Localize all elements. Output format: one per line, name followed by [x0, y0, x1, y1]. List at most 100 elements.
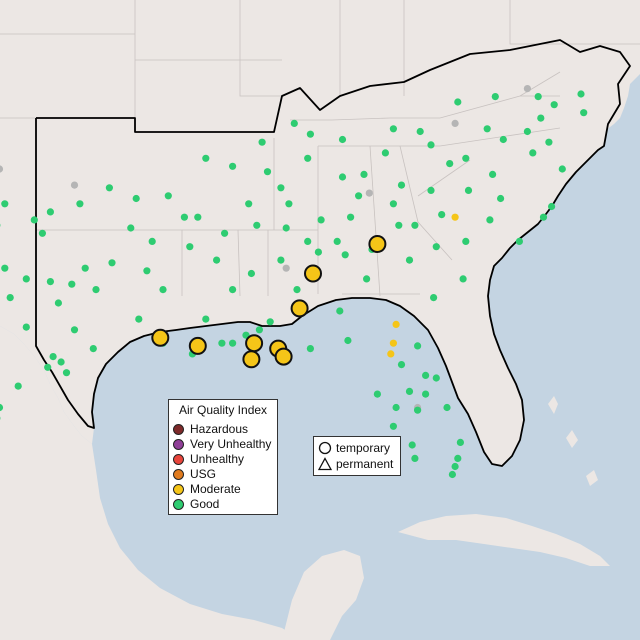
good-station-marker[interactable]: [293, 286, 301, 294]
good-station-marker[interactable]: [438, 211, 446, 219]
good-station-marker[interactable]: [180, 213, 188, 221]
good-station-marker[interactable]: [70, 326, 79, 334]
good-station-marker[interactable]: [336, 307, 344, 315]
good-station-marker[interactable]: [427, 141, 435, 149]
good-station-marker[interactable]: [338, 135, 347, 144]
good-station-marker[interactable]: [548, 202, 556, 211]
no-data-station-marker[interactable]: [282, 264, 290, 272]
good-station-marker[interactable]: [550, 101, 558, 109]
good-station-marker[interactable]: [306, 345, 314, 353]
good-station-marker[interactable]: [537, 114, 545, 122]
good-station-marker[interactable]: [539, 213, 548, 221]
good-station-marker[interactable]: [127, 224, 135, 232]
good-station-marker[interactable]: [491, 93, 499, 101]
good-station-marker[interactable]: [459, 275, 467, 283]
good-station-marker[interactable]: [213, 256, 221, 264]
good-station-marker[interactable]: [68, 280, 76, 288]
good-station-marker[interactable]: [523, 127, 532, 136]
good-station-marker[interactable]: [194, 213, 202, 221]
good-station-marker[interactable]: [443, 403, 451, 412]
good-station-marker[interactable]: [397, 181, 406, 189]
good-station-marker[interactable]: [229, 162, 237, 170]
good-station-marker[interactable]: [317, 216, 325, 224]
good-station-marker[interactable]: [44, 363, 52, 371]
good-station-marker[interactable]: [57, 358, 65, 366]
good-station-marker[interactable]: [221, 229, 229, 237]
good-station-marker[interactable]: [108, 259, 116, 267]
good-station-marker[interactable]: [92, 286, 100, 294]
good-station-marker[interactable]: [355, 192, 363, 200]
good-station-marker[interactable]: [22, 275, 30, 283]
good-station-marker[interactable]: [381, 149, 389, 157]
good-station-marker[interactable]: [414, 406, 422, 414]
moderate-station-marker[interactable]: [389, 339, 397, 347]
good-station-marker[interactable]: [392, 403, 400, 412]
good-station-marker[interactable]: [395, 221, 403, 229]
good-station-marker[interactable]: [397, 361, 406, 369]
good-station-marker[interactable]: [422, 390, 430, 398]
good-station-marker[interactable]: [344, 336, 352, 345]
good-station-marker[interactable]: [580, 109, 588, 117]
good-station-marker[interactable]: [534, 93, 542, 101]
good-station-marker[interactable]: [1, 264, 9, 272]
good-station-marker[interactable]: [389, 125, 397, 133]
no-data-station-marker[interactable]: [70, 181, 79, 189]
good-station-marker[interactable]: [389, 422, 397, 430]
good-station-marker[interactable]: [405, 256, 414, 264]
good-station-marker[interactable]: [148, 237, 156, 245]
good-station-marker[interactable]: [62, 369, 71, 377]
good-station-marker[interactable]: [159, 286, 167, 294]
no-data-station-marker[interactable]: [365, 189, 373, 197]
good-station-marker[interactable]: [408, 441, 416, 449]
good-station-marker[interactable]: [285, 200, 293, 208]
good-station-marker[interactable]: [304, 237, 312, 245]
good-station-marker[interactable]: [218, 339, 226, 347]
good-station-marker[interactable]: [489, 170, 497, 178]
moderate-temporary-station-marker[interactable]: [245, 334, 264, 353]
good-station-marker[interactable]: [6, 294, 14, 302]
good-station-marker[interactable]: [432, 374, 440, 382]
good-station-marker[interactable]: [258, 138, 266, 146]
moderate-temporary-station-marker[interactable]: [290, 299, 309, 318]
good-station-marker[interactable]: [30, 216, 38, 224]
good-station-marker[interactable]: [454, 98, 462, 106]
good-station-marker[interactable]: [446, 160, 454, 168]
good-station-marker[interactable]: [253, 221, 261, 229]
good-station-marker[interactable]: [202, 315, 210, 323]
good-station-marker[interactable]: [405, 387, 414, 395]
moderate-station-marker[interactable]: [387, 350, 395, 358]
no-data-station-marker[interactable]: [523, 85, 532, 93]
good-station-marker[interactable]: [1, 200, 9, 208]
good-station-marker[interactable]: [46, 278, 55, 286]
good-station-marker[interactable]: [430, 294, 438, 302]
good-station-marker[interactable]: [432, 243, 440, 251]
good-station-marker[interactable]: [255, 326, 263, 334]
good-station-marker[interactable]: [229, 339, 237, 347]
good-station-marker[interactable]: [164, 192, 172, 200]
good-station-marker[interactable]: [389, 200, 397, 208]
moderate-temporary-station-marker[interactable]: [151, 328, 170, 347]
moderate-station-marker[interactable]: [451, 213, 459, 221]
good-station-marker[interactable]: [515, 237, 524, 245]
good-station-marker[interactable]: [411, 221, 419, 229]
no-data-station-marker[interactable]: [0, 165, 4, 173]
good-station-marker[interactable]: [373, 390, 381, 398]
good-station-marker[interactable]: [229, 286, 237, 294]
good-station-marker[interactable]: [105, 184, 113, 192]
good-station-marker[interactable]: [0, 403, 4, 412]
good-station-marker[interactable]: [414, 342, 422, 350]
no-data-station-marker[interactable]: [451, 119, 459, 127]
good-station-marker[interactable]: [347, 213, 355, 221]
good-station-marker[interactable]: [135, 315, 143, 323]
good-station-marker[interactable]: [263, 168, 272, 176]
good-station-marker[interactable]: [282, 224, 290, 232]
good-station-marker[interactable]: [186, 243, 194, 251]
good-station-marker[interactable]: [462, 237, 470, 245]
good-station-marker[interactable]: [416, 127, 424, 136]
good-station-marker[interactable]: [143, 267, 151, 275]
moderate-station-marker[interactable]: [392, 320, 400, 328]
good-station-marker[interactable]: [304, 154, 312, 162]
good-station-marker[interactable]: [427, 186, 435, 194]
